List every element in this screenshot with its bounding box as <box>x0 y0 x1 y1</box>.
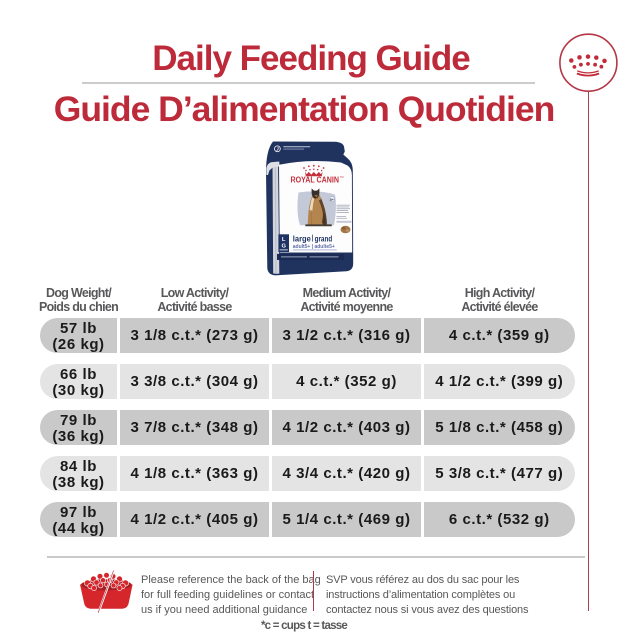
svg-text:L: L <box>282 237 286 243</box>
svg-text:grand: grand <box>315 234 333 243</box>
svg-text:adult5+ | adulte5+: adult5+ | adulte5+ <box>293 244 335 250</box>
svg-text:5+: 5+ <box>330 198 334 202</box>
svg-text:TM: TM <box>340 176 343 179</box>
svg-text:G: G <box>281 244 286 250</box>
svg-text:large: large <box>293 234 312 243</box>
svg-text:ROYAL CANIN: ROYAL CANIN <box>291 176 340 185</box>
